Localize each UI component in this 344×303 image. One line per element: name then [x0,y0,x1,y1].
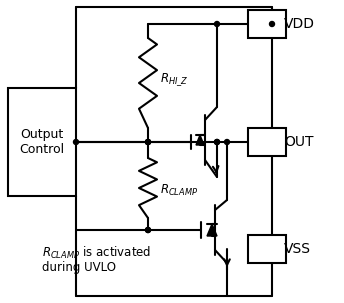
Circle shape [146,228,151,232]
Text: $R_{HI\_Z}$: $R_{HI\_Z}$ [160,72,189,88]
Circle shape [146,139,151,145]
Text: VDD: VDD [284,17,315,31]
Text: during UVLO: during UVLO [42,261,116,275]
Circle shape [215,139,219,145]
Text: Output
Control: Output Control [20,128,65,156]
Bar [248,10,286,38]
Text: OUT: OUT [284,135,313,149]
Bar [8,88,76,196]
Bar [248,128,286,156]
Circle shape [146,139,151,145]
Polygon shape [196,135,204,145]
Circle shape [146,139,151,145]
Circle shape [215,22,219,26]
Circle shape [146,228,151,232]
Polygon shape [207,224,217,236]
Circle shape [225,139,229,145]
Circle shape [269,22,275,26]
Text: $R_{CLAMP}$: $R_{CLAMP}$ [160,182,198,198]
Text: $R_{CLAMP}$ is activated: $R_{CLAMP}$ is activated [42,245,151,261]
Bar [248,235,286,263]
Circle shape [74,139,78,145]
Circle shape [215,139,219,145]
Text: VSS: VSS [284,242,311,256]
